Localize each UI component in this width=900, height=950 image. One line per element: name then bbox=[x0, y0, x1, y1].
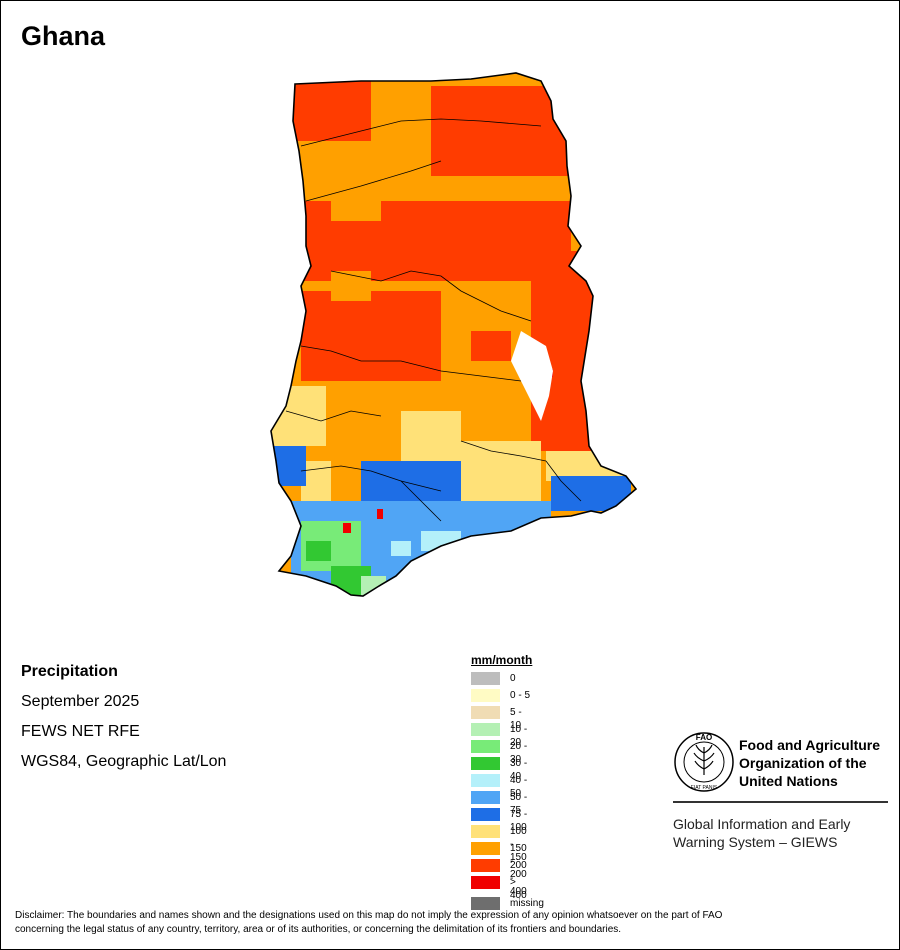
legend-label: 0 bbox=[510, 673, 516, 684]
legend-classes: 0 0 - 5 5 - 10 10 - 20 20 - 30 30 - 40 4… bbox=[471, 672, 532, 901]
org-name-line: United Nations bbox=[739, 773, 838, 789]
zone-30-40 bbox=[306, 541, 331, 561]
map-title: Ghana bbox=[21, 21, 106, 51]
zone-10-20 bbox=[361, 576, 386, 596]
precipitation-map bbox=[270, 72, 637, 597]
legend-swatch bbox=[471, 689, 500, 702]
legend-item: 0 bbox=[471, 672, 532, 689]
legend-label: 75 - 100 bbox=[510, 809, 528, 833]
legend-label: > 400 bbox=[510, 877, 527, 901]
legend-label: 20 - 30 bbox=[510, 741, 528, 765]
fao-emblem-icon: FAO FIAT PANIS bbox=[674, 732, 734, 792]
source-label: FEWS NET RFE bbox=[21, 723, 140, 740]
legend-unit: mm/month bbox=[471, 653, 533, 667]
legend-item: 200 - 400 bbox=[471, 859, 532, 897]
legend-item: 75 - 100 bbox=[471, 808, 532, 833]
variable-label: Precipitation bbox=[21, 663, 118, 680]
precipitation-raster bbox=[271, 73, 636, 596]
legend-label: 50 - 75 bbox=[510, 792, 528, 816]
patch-40-50 bbox=[391, 541, 411, 556]
legend-swatch bbox=[471, 825, 500, 838]
legend-swatch bbox=[471, 723, 500, 736]
legend-swatch bbox=[471, 774, 500, 787]
legend-swatch bbox=[471, 672, 500, 685]
legend-item: > 400 bbox=[471, 876, 532, 901]
patch-150-200 bbox=[331, 191, 381, 221]
disclaimer-line: concerning the legal status of any count… bbox=[15, 924, 622, 935]
legend-swatch bbox=[471, 876, 500, 889]
legend-label: 100 - 150 bbox=[510, 826, 527, 863]
legend-label: missing bbox=[510, 898, 544, 909]
legend-item: 10 - 20 bbox=[471, 723, 532, 748]
legend-label: 150 - 200 bbox=[510, 843, 527, 880]
zone-100-150-east bbox=[461, 441, 541, 501]
legend-swatch bbox=[471, 808, 500, 821]
legend-label: 0 - 5 bbox=[510, 690, 531, 701]
logo-divider bbox=[673, 801, 888, 803]
region-boundaries bbox=[285, 118, 582, 522]
zone-75-100-west bbox=[271, 446, 306, 486]
legend-label: 40 - 50 bbox=[510, 775, 528, 799]
disclaimer-line: Disclaimer: The boundaries and names sho… bbox=[15, 910, 723, 921]
legend-item: 20 - 30 bbox=[471, 740, 532, 765]
period-label: September 2025 bbox=[21, 693, 140, 710]
legend: mm/month 0 0 - 5 5 - 10 10 - 20 20 - 30 … bbox=[471, 653, 544, 914]
legend-item: 0 - 5 bbox=[471, 689, 532, 706]
projection-label: WGS84, Geographic Lat/Lon bbox=[21, 753, 227, 770]
legend-item: 150 - 200 bbox=[471, 842, 532, 880]
emblem-acronym: FAO bbox=[696, 733, 712, 742]
zone-100-150-west bbox=[271, 386, 326, 446]
giews-line: Global Information and Early bbox=[673, 816, 851, 832]
org-name-line: Food and Agriculture bbox=[739, 737, 881, 753]
patch-over-400 bbox=[377, 509, 383, 519]
legend-swatch bbox=[471, 859, 500, 872]
giews-line: Warning System – GIEWS bbox=[673, 834, 838, 850]
legend-label: 10 - 20 bbox=[510, 724, 528, 748]
legend-swatch bbox=[471, 706, 500, 719]
legend-swatch bbox=[471, 791, 500, 804]
emblem-motto: FIAT PANIS bbox=[691, 785, 718, 791]
lake-volta bbox=[511, 331, 553, 421]
map-info: Precipitation September 2025 FEWS NET RF… bbox=[21, 657, 226, 777]
zone-200-400-northeast bbox=[431, 86, 571, 176]
legend-item: 50 - 75 bbox=[471, 791, 532, 816]
patch-150-200 bbox=[361, 141, 401, 181]
zone-200-400-central-west bbox=[301, 291, 441, 381]
legend-swatch bbox=[471, 842, 500, 855]
zone-200-400-volta bbox=[471, 331, 511, 361]
legend-swatch bbox=[471, 757, 500, 770]
legend-label: 200 - 400 bbox=[510, 860, 527, 897]
zone-75-100-east bbox=[551, 476, 631, 511]
legend-item: 5 - 10 bbox=[471, 706, 532, 731]
fao-org-name: Food and Agriculture Organization of the… bbox=[739, 736, 899, 790]
legend-swatch bbox=[471, 740, 500, 753]
disclaimer: Disclaimer: The boundaries and names sho… bbox=[15, 909, 885, 937]
patch-over-400 bbox=[343, 523, 351, 533]
legend-swatch bbox=[471, 897, 500, 910]
legend-item: 40 - 50 bbox=[471, 774, 532, 799]
org-name-line: Organization of the bbox=[739, 755, 867, 771]
legend-label: 5 - 10 bbox=[510, 707, 522, 731]
zone-200-400-northwest bbox=[271, 73, 371, 141]
giews-name: Global Information and Early Warning Sys… bbox=[673, 815, 889, 851]
legend-label: 30 - 40 bbox=[510, 758, 528, 782]
zone-100-150-center bbox=[401, 411, 461, 461]
patch-150-200 bbox=[331, 271, 371, 301]
legend-item: 30 - 40 bbox=[471, 757, 532, 782]
legend-item-missing: missing bbox=[471, 897, 544, 914]
legend-item: 100 - 150 bbox=[471, 825, 532, 863]
